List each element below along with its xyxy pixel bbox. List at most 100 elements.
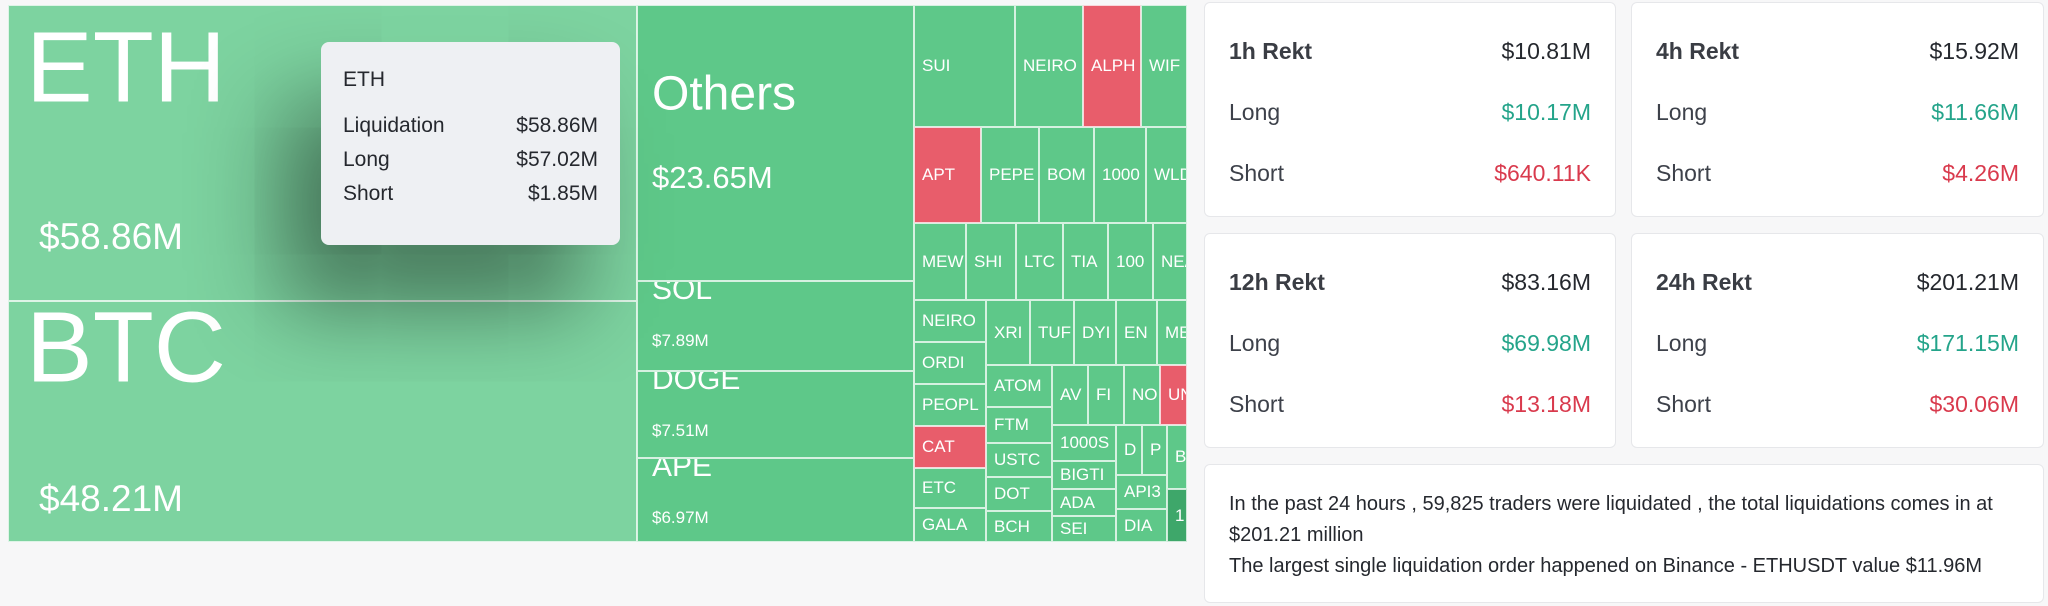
card-short-value: $640.11K [1494, 160, 1591, 186]
treemap-tile-ltc[interactable]: LTC [1016, 223, 1063, 300]
tile-symbol: 100 [1116, 251, 1145, 271]
treemap-tile-100[interactable]: 100 [1108, 223, 1153, 300]
tile-value: $7.51M [652, 421, 709, 440]
summary-line-total: In the past 24 hours , 59,825 traders we… [1229, 493, 1993, 546]
treemap-tile-nea[interactable]: NEA [1153, 223, 1187, 300]
card-total: $83.16M [1501, 269, 1591, 295]
tile-symbol: CAT [922, 437, 955, 456]
tile-symbol: BCH [994, 516, 1030, 536]
treemap-tile-1[interactable]: 1 [1167, 489, 1187, 542]
card-title: 4h Rekt [1656, 38, 1740, 64]
card-long-row: Long $10.17M [1229, 99, 1591, 126]
treemap-tile-un[interactable]: UN [1160, 365, 1187, 425]
tile-symbol: TIA [1071, 251, 1098, 271]
treemap-tile-neiro-2[interactable]: NEIRO [914, 300, 986, 342]
treemap-tile-dot[interactable]: DOT [986, 477, 1052, 511]
treemap-tile-tuf[interactable]: TUF [1030, 300, 1074, 365]
card-short-value: $13.18M [1501, 391, 1591, 417]
tile-symbol: GALA [922, 515, 968, 534]
treemap-tile-sol[interactable]: SOL $7.89M [637, 281, 914, 371]
card-short-label: Short [1656, 160, 1711, 186]
treemap-tile-peopl[interactable]: PEOPL [914, 384, 986, 426]
tile-symbol: Others [652, 67, 797, 121]
treemap-tile-wif[interactable]: WIF [1141, 5, 1187, 127]
tooltip-row-long: Long $57.02M [343, 148, 598, 172]
tile-symbol: APE [652, 458, 713, 483]
treemap-tile-bch[interactable]: BCH [986, 511, 1052, 542]
tile-value: $6.97M [652, 508, 709, 527]
treemap-tile-others[interactable]: Others $23.65M [637, 5, 914, 281]
tile-symbol: BTC [26, 301, 226, 404]
card-short-row: Short $13.18M [1229, 391, 1591, 418]
treemap-tile-bigti[interactable]: BIGTI [1052, 461, 1116, 489]
tile-symbol: PEPE [989, 165, 1035, 184]
tile-symbol: DYI [1082, 322, 1111, 342]
tile-symbol: P [1150, 440, 1162, 459]
tooltip-value: $57.02M [516, 148, 598, 171]
treemap-tile-xri[interactable]: XRI [986, 300, 1030, 365]
treemap-tile-ape[interactable]: APE $6.97M [637, 458, 914, 542]
card-total: $15.92M [1929, 38, 2019, 64]
liquidation-treemap: ETH $58.86M BTC $48.21M Others $23.65M S… [8, 5, 1187, 542]
treemap-tile-fi[interactable]: FI [1088, 365, 1124, 425]
treemap-tile-d[interactable]: D [1116, 425, 1142, 475]
stat-card-12h: 12h Rekt $83.16M Long $69.98M Short $13.… [1204, 233, 1616, 448]
treemap-tile-atom[interactable]: ATOM [986, 365, 1052, 407]
tile-symbol: FTM [994, 415, 1029, 434]
treemap-tile-no[interactable]: NO [1124, 365, 1160, 425]
treemap-tile-sui[interactable]: SUI [914, 5, 1015, 127]
treemap-tile-tia[interactable]: TIA [1063, 223, 1108, 300]
treemap-tile-bom[interactable]: BOM [1039, 127, 1094, 223]
treemap-tile-p[interactable]: P [1142, 425, 1167, 475]
tile-symbol: B [1175, 447, 1187, 466]
tile-symbol: MEW [922, 251, 964, 271]
tile-symbol: FI [1096, 385, 1112, 404]
treemap-tile-dia[interactable]: DIA [1116, 509, 1167, 542]
treemap-tile-etc[interactable]: ETC [914, 468, 986, 508]
treemap-tile-ordi[interactable]: ORDI [914, 342, 986, 384]
treemap-tile-gala[interactable]: GALA [914, 508, 986, 542]
treemap-tile-pepe[interactable]: PEPE [981, 127, 1039, 223]
tooltip-label: Short [343, 182, 394, 205]
treemap-tile-ada[interactable]: ADA [1052, 489, 1116, 516]
treemap-tile-ustc[interactable]: USTC [986, 443, 1052, 477]
summary-line-largest: The largest single liquidation order hap… [1229, 555, 1983, 577]
tile-symbol: ETH [26, 11, 226, 124]
card-long-label: Long [1229, 330, 1281, 356]
tile-symbol: API3 [1124, 482, 1161, 501]
treemap-tile-mew[interactable]: MEW [914, 223, 966, 300]
treemap-tile-wld[interactable]: WLD [1146, 127, 1187, 223]
card-header: 12h Rekt $83.16M [1229, 269, 1591, 296]
treemap-tile-neiro[interactable]: NEIRO [1015, 5, 1083, 127]
treemap-tile-1000s[interactable]: 1000S [1052, 425, 1116, 461]
card-title: 1h Rekt [1229, 38, 1313, 64]
tile-symbol: ORDI [922, 353, 965, 372]
treemap-tile-doge[interactable]: DOGE $7.51M [637, 371, 914, 458]
card-total: $201.21M [1916, 269, 2019, 295]
treemap-tile-api3[interactable]: API3 [1116, 475, 1167, 509]
treemap-tile-shi[interactable]: SHI [966, 223, 1016, 300]
card-long-label: Long [1229, 99, 1281, 125]
tooltip-row-short: Short $1.85M [343, 182, 598, 206]
treemap-tile-me[interactable]: ME [1157, 300, 1187, 365]
treemap-tile-cat[interactable]: CAT [914, 426, 986, 468]
card-short-label: Short [1229, 160, 1284, 186]
card-long-value: $11.66M [1931, 99, 2019, 125]
treemap-tile-ftm[interactable]: FTM [986, 407, 1052, 443]
treemap-tile-alph[interactable]: ALPH [1083, 5, 1141, 127]
card-header: 24h Rekt $201.21M [1656, 269, 2019, 296]
tile-symbol: SOL [652, 281, 713, 306]
treemap-tile-av[interactable]: AV [1052, 365, 1088, 425]
tile-symbol: D [1124, 440, 1137, 459]
treemap-tile-apt[interactable]: APT [914, 127, 981, 223]
treemap-tile-dyi[interactable]: DYI [1074, 300, 1116, 365]
treemap-tile-en[interactable]: EN [1116, 300, 1157, 365]
tile-symbol: DOGE [652, 371, 741, 396]
tile-symbol: SEI [1060, 519, 1088, 538]
treemap-tile-sei[interactable]: SEI [1052, 516, 1116, 542]
tile-symbol: EN [1124, 322, 1148, 342]
card-long-value: $69.98M [1501, 330, 1591, 356]
treemap-tile-btc[interactable]: BTC $48.21M [8, 301, 637, 542]
treemap-tile-1000[interactable]: 1000 [1094, 127, 1146, 223]
treemap-tile-b[interactable]: B [1167, 425, 1187, 489]
